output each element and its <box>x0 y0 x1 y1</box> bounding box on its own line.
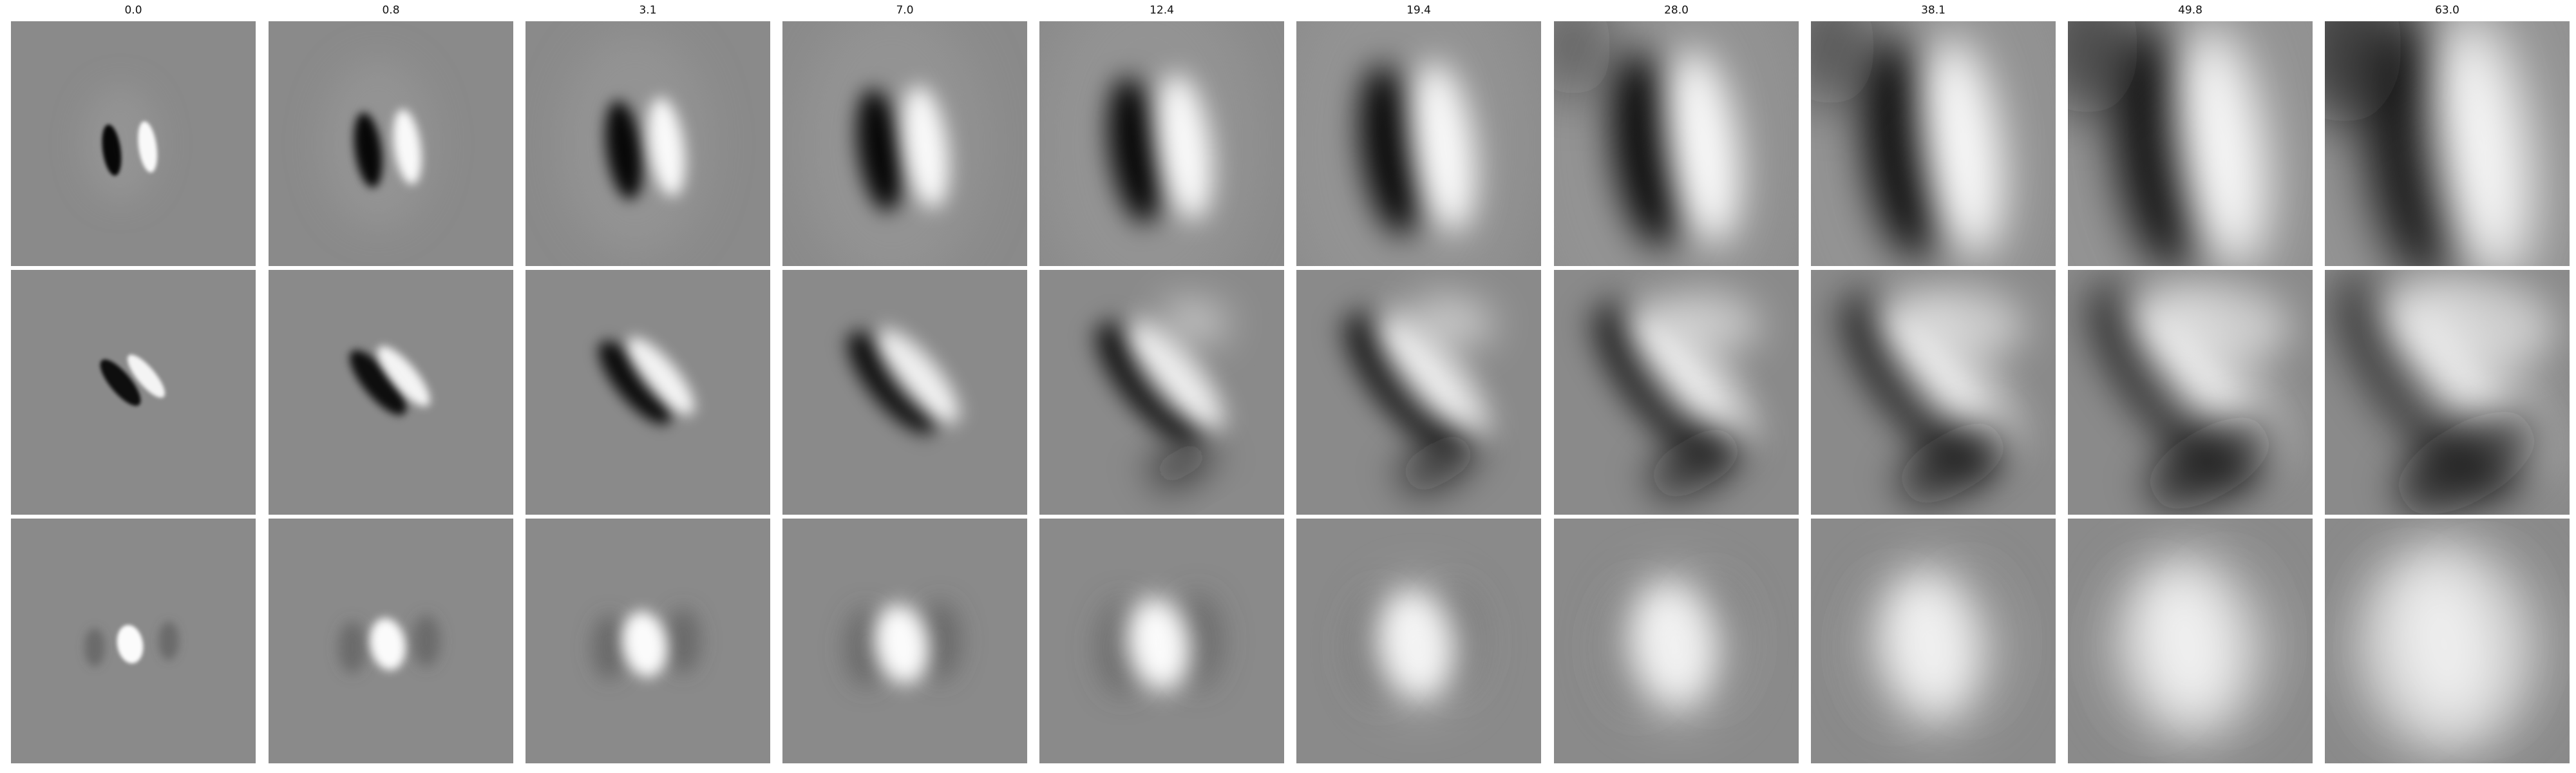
filter-image <box>782 270 1027 515</box>
filter-image <box>1554 21 1799 266</box>
filter-image <box>2068 519 2313 763</box>
filter-image <box>11 21 256 266</box>
filter-image <box>1039 270 1284 515</box>
filter-image <box>2068 270 2313 515</box>
filter-image <box>1811 21 2056 266</box>
filter-image-tile <box>2068 21 2313 266</box>
filter-image <box>2325 21 2570 266</box>
filter-image <box>782 519 1027 763</box>
filter-image <box>1296 21 1541 266</box>
filter-image-tile <box>1811 21 2056 266</box>
filter-image <box>1554 519 1799 763</box>
filter-image-tile <box>2325 519 2570 763</box>
filter-image <box>1296 519 1541 763</box>
filter-image-tile <box>1554 270 1799 515</box>
filter-image <box>1554 270 1799 515</box>
filter-image-tile <box>2068 270 2313 515</box>
filter-image-tile <box>782 519 1027 763</box>
filter-image <box>1039 21 1284 266</box>
filter-image-tile <box>782 21 1027 266</box>
filter-image-tile <box>269 270 513 515</box>
filter-image-tile <box>782 270 1027 515</box>
filter-image <box>269 519 513 763</box>
filter-image <box>1811 519 2056 763</box>
filter-image <box>1296 270 1541 515</box>
filter-image-tile <box>269 519 513 763</box>
filter-image <box>11 270 256 515</box>
filter-image-tile <box>1039 21 1284 266</box>
filter-image <box>2068 21 2313 266</box>
filter-image-tile <box>1554 21 1799 266</box>
filter-image-tile <box>269 21 513 266</box>
filter-image-tile <box>1296 21 1541 266</box>
filter-image <box>526 519 770 763</box>
filter-image-tile <box>1296 270 1541 515</box>
filter-image <box>2325 270 2570 515</box>
filter-image <box>2325 519 2570 763</box>
filter-image <box>1039 519 1284 763</box>
filter-image-tile <box>526 21 770 266</box>
filter-image-tile <box>1039 270 1284 515</box>
filter-image <box>526 270 770 515</box>
filter-image-tile <box>1039 519 1284 763</box>
filter-image <box>526 21 770 266</box>
filter-image-tile <box>11 519 256 763</box>
filter-image-tile <box>526 519 770 763</box>
filter-image <box>269 270 513 515</box>
filter-image-tile <box>2325 270 2570 515</box>
filter-image-tile <box>11 21 256 266</box>
filter-image-tile <box>11 270 256 515</box>
filter-image-tile <box>2068 519 2313 763</box>
filter-image <box>269 21 513 266</box>
filter-image-tile <box>1811 519 2056 763</box>
filter-image <box>11 519 256 763</box>
filter-image <box>1811 270 2056 515</box>
filter-image <box>782 21 1027 266</box>
filter-image-tile <box>1811 270 2056 515</box>
filter-image-tile <box>526 270 770 515</box>
filter-image-tile <box>2325 21 2570 266</box>
filter-image-tile <box>1296 519 1541 763</box>
filter-image-tile <box>1554 519 1799 763</box>
